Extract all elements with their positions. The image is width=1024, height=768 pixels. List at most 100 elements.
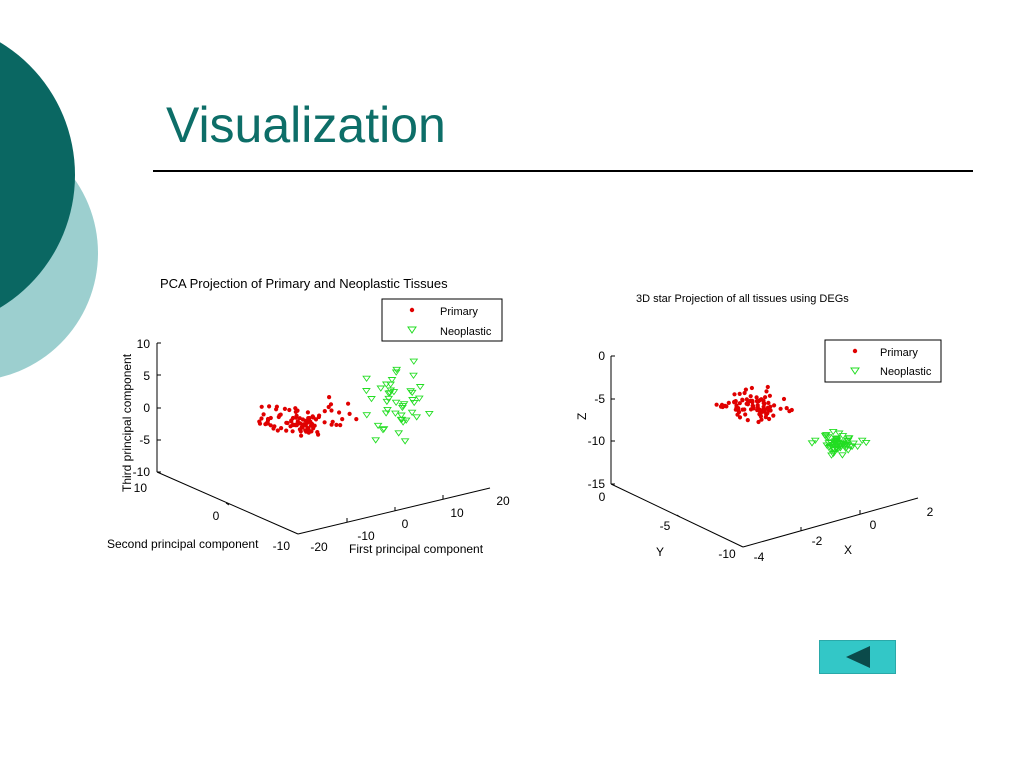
neoplastic-point [376,385,386,392]
primary-point [300,417,305,422]
primary-point [759,417,764,422]
legend-primary-marker [409,307,415,313]
neoplastic-point [394,430,404,437]
primary-point [737,391,742,396]
star-x-tick-label: 2 [927,505,934,519]
primary-point [329,408,334,413]
primary-point [275,428,280,433]
neoplastic-point [838,452,847,459]
primary-point [765,384,770,390]
primary-point [737,401,742,406]
star-z-tick-label: -10 [588,434,606,448]
primary-point [338,423,343,428]
primary-point [259,416,264,421]
primary-point [767,416,772,422]
pca-y-tick-label: 0 [213,509,220,523]
pca-points [257,358,434,445]
neoplastic-point [386,387,396,394]
primary-point [340,417,345,422]
neoplastic-point [831,438,840,445]
primary-point [316,414,321,420]
star-chart-title: 3D star Projection of all tissues using … [636,293,849,305]
primary-point [279,426,284,431]
primary-point [294,422,299,427]
primary-point [742,407,747,412]
neoplastic-point [386,381,395,388]
back-button[interactable] [819,640,896,674]
neoplastic-point [861,439,871,447]
primary-point [732,392,737,397]
neoplastic-point [389,389,399,396]
primary-point [289,418,294,423]
primary-point [772,403,777,408]
primary-point [732,399,737,404]
primary-point [354,417,359,422]
primary-point [751,404,756,409]
star-z-tick-label: -5 [594,392,605,406]
neoplastic-point [834,430,844,437]
primary-point [743,412,748,417]
neoplastic-point [367,396,376,403]
pca-z-ticks: 10 5 0 -5 -10 [133,337,161,479]
neoplastic-point [409,372,418,379]
decorative-circles [0,42,98,378]
neoplastic-point [407,409,417,416]
pca-z-tick-label: 5 [143,369,150,383]
neoplastic-point [387,377,397,384]
pca-y-tick-label: 10 [134,481,148,495]
primary-point [309,429,314,434]
pca-x-tick-label: 20 [496,494,510,508]
star-x-tick-label: -4 [754,550,765,564]
neoplastic-point [362,388,371,395]
primary-point [327,395,332,400]
star-y-tick-label: -10 [718,547,736,561]
primary-point [744,397,749,402]
pca-x-tick-label: -10 [357,529,375,543]
star-legend: Primary Neoplastic [824,339,942,383]
primary-point [756,419,761,425]
primary-point [767,393,773,398]
star-z-axis-label: Z [575,413,589,420]
pca-z-tick-label: 10 [137,337,151,351]
legend-neoplastic-marker [850,367,860,375]
primary-point [308,419,313,424]
star-y-axis-label: Y [656,545,664,559]
pca-y-ticks: -10 0 10 [134,481,291,553]
primary-point [305,426,311,431]
neoplastic-point [838,433,848,440]
star-legend-neoplastic: Neoplastic [880,366,932,378]
neoplastic-point [839,443,849,450]
star-legend-primary: Primary [880,347,918,359]
neoplastic-point [415,384,425,391]
pca-x-tick-label: 10 [450,506,464,520]
pca-z-axis-label: Third principal component [120,353,134,492]
neoplastic-point [391,410,400,417]
primary-point [284,428,289,433]
primary-point [755,403,760,408]
neoplastic-point [397,412,406,419]
neoplastic-point [400,438,410,445]
star-z-tick-label: -15 [588,477,606,491]
primary-point [299,433,304,438]
primary-point [755,408,760,413]
neoplastic-point [384,390,394,397]
neoplastic-point [807,440,817,447]
primary-point [311,426,316,431]
pca-y-axis-label: Second principal component [107,537,259,551]
star-x-tick-label: -2 [812,534,823,548]
neoplastic-point [830,446,839,454]
star-y-tick-label: -5 [660,519,671,533]
primary-point [295,408,300,413]
neoplastic-point [381,381,391,388]
primary-point [277,413,282,418]
star-x-tick-label: 0 [870,518,877,532]
star-x-ticks: -4 -2 0 2 [754,505,934,564]
neoplastic-point [399,401,409,408]
star-x-axis-label: X [844,543,852,557]
legend-neoplastic-marker [407,326,417,334]
primary-point [768,408,773,413]
primary-point [259,404,264,409]
primary-point [724,404,729,409]
primary-point [298,429,303,434]
primary-point [763,415,768,420]
